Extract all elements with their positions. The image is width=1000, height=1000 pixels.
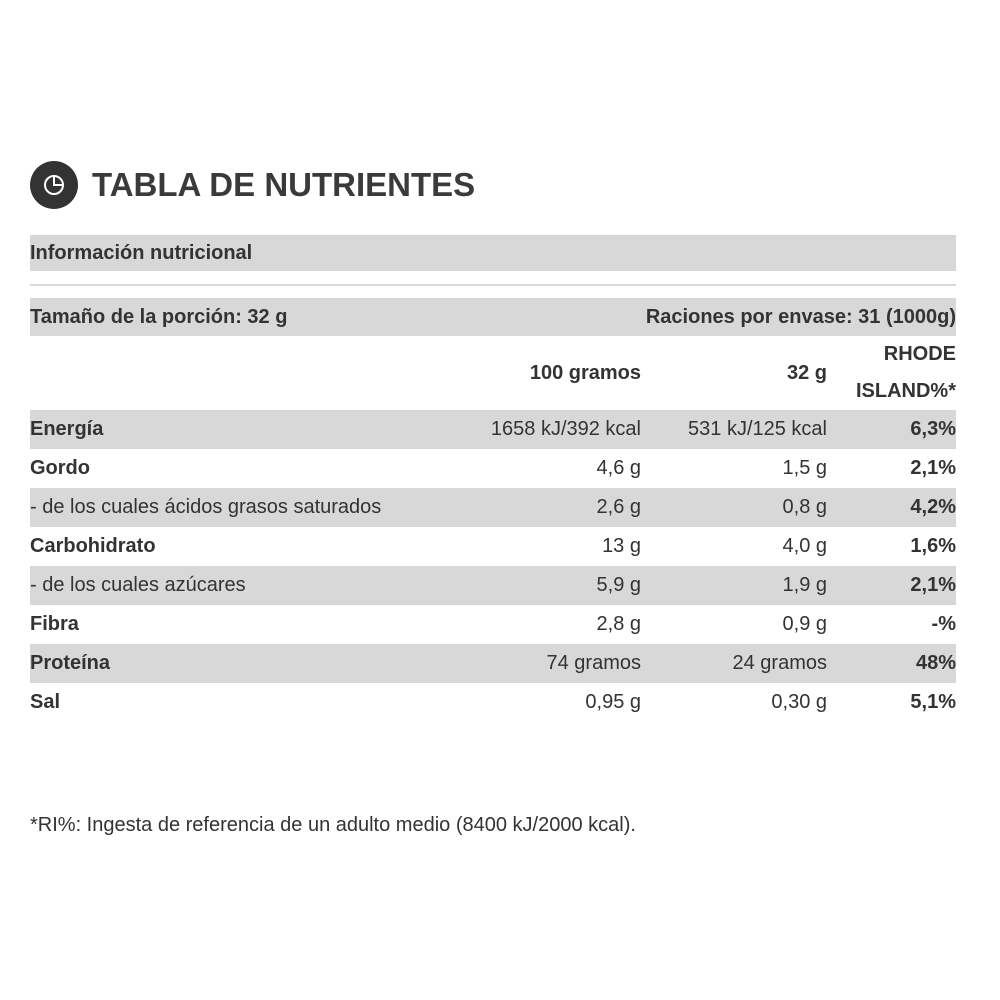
nutrient-value: 1,5 g [782,457,827,479]
nutrient-label: - de los cuales azúcares [30,566,410,605]
table-row: Gordo 4,6 g 1,5 g 2,1% [30,449,956,488]
nutrient-value: 1,6% [910,535,956,557]
nutrient-value: 2,8 g [596,613,641,635]
nutrient-value: 4,0 g [782,535,827,557]
divider [30,284,956,286]
nutrient-label: - de los cuales ácidos grasos saturados [30,488,410,527]
column-header: RHODE ISLAND%* [855,343,956,402]
table-row: Carbohidrato 13 g 4,0 g 1,6% [30,527,956,566]
nutrition-table: 100 gramos 32 g RHODE ISLAND%* Energía 16… [30,336,956,722]
nutrient-value: 0,30 g [771,691,827,713]
nutrient-value: 2,1% [827,566,956,605]
table-row: - de los cuales ácidos grasos saturados 2… [30,488,956,527]
footnote: *RI%: Ingesta de referencia de un adulto… [30,814,636,836]
table-row: Energía 1658 kJ/392 kcal 531 kJ/125 kcal 6,… [30,410,956,449]
nutrient-value: 531 kJ/125 kcal [641,410,827,449]
nutrient-value: 0,95 g [585,691,641,713]
nutrient-value: 0,9 g [782,613,827,635]
header-row: 100 gramos 32 g RHODE ISLAND%* [30,336,956,410]
section-title: Información nutricional [30,235,956,271]
servings-per-package: Raciones por envase: 31 (1000g) [645,306,956,328]
table-row: Sal 0,95 g 0,30 g 5,1% [30,683,956,722]
column-header: 32 g [786,361,827,384]
nutrient-value: 48% [827,644,956,683]
column-header: 100 gramos [529,361,641,384]
nutrient-value: 1658 kJ/392 kcal [410,410,641,449]
table-row: Fibra 2,8 g 0,9 g -% [30,605,956,644]
table-row: Proteína 74 gramos 24 gramos 48% [30,644,956,683]
nutrient-value: -% [931,613,956,635]
nutrient-value: 4,6 g [596,457,641,479]
nutrient-label: Carbohidrato [30,535,156,557]
nutrient-label: Proteína [30,644,410,683]
serving-row: Tamaño de la porción: 32 g Raciones por … [30,298,956,336]
title-bar: TABLA DE NUTRIENTES [30,160,475,210]
nutrient-value: 74 gramos [410,644,641,683]
serving-size: Tamaño de la porción: 32 g [30,306,288,328]
title: TABLA DE NUTRIENTES [92,166,476,203]
nutrient-label: Energía [30,410,410,449]
nutrient-value: 24 gramos [641,644,827,683]
nutrient-value: 2,6 g [410,488,641,527]
nutrient-value: 5,9 g [410,566,641,605]
table-row: - de los cuales azúcares 5,9 g 1,9 g 2,1% [30,566,956,605]
nutrient-label: Fibra [30,613,79,635]
nutrient-value: 5,1% [910,691,956,713]
nutrient-value: 1,9 g [641,566,827,605]
nutrient-value: 4,2% [827,488,956,527]
icon [30,161,78,209]
nutrient-label: Sal [30,691,61,713]
nutrient-value: 6,3% [827,410,956,449]
nutrient-value: 2,1% [910,457,956,479]
nutrient-value: 13 g [602,535,641,557]
nutrient-value: 0,8 g [641,488,827,527]
nutrient-label: Gordo [30,457,90,479]
